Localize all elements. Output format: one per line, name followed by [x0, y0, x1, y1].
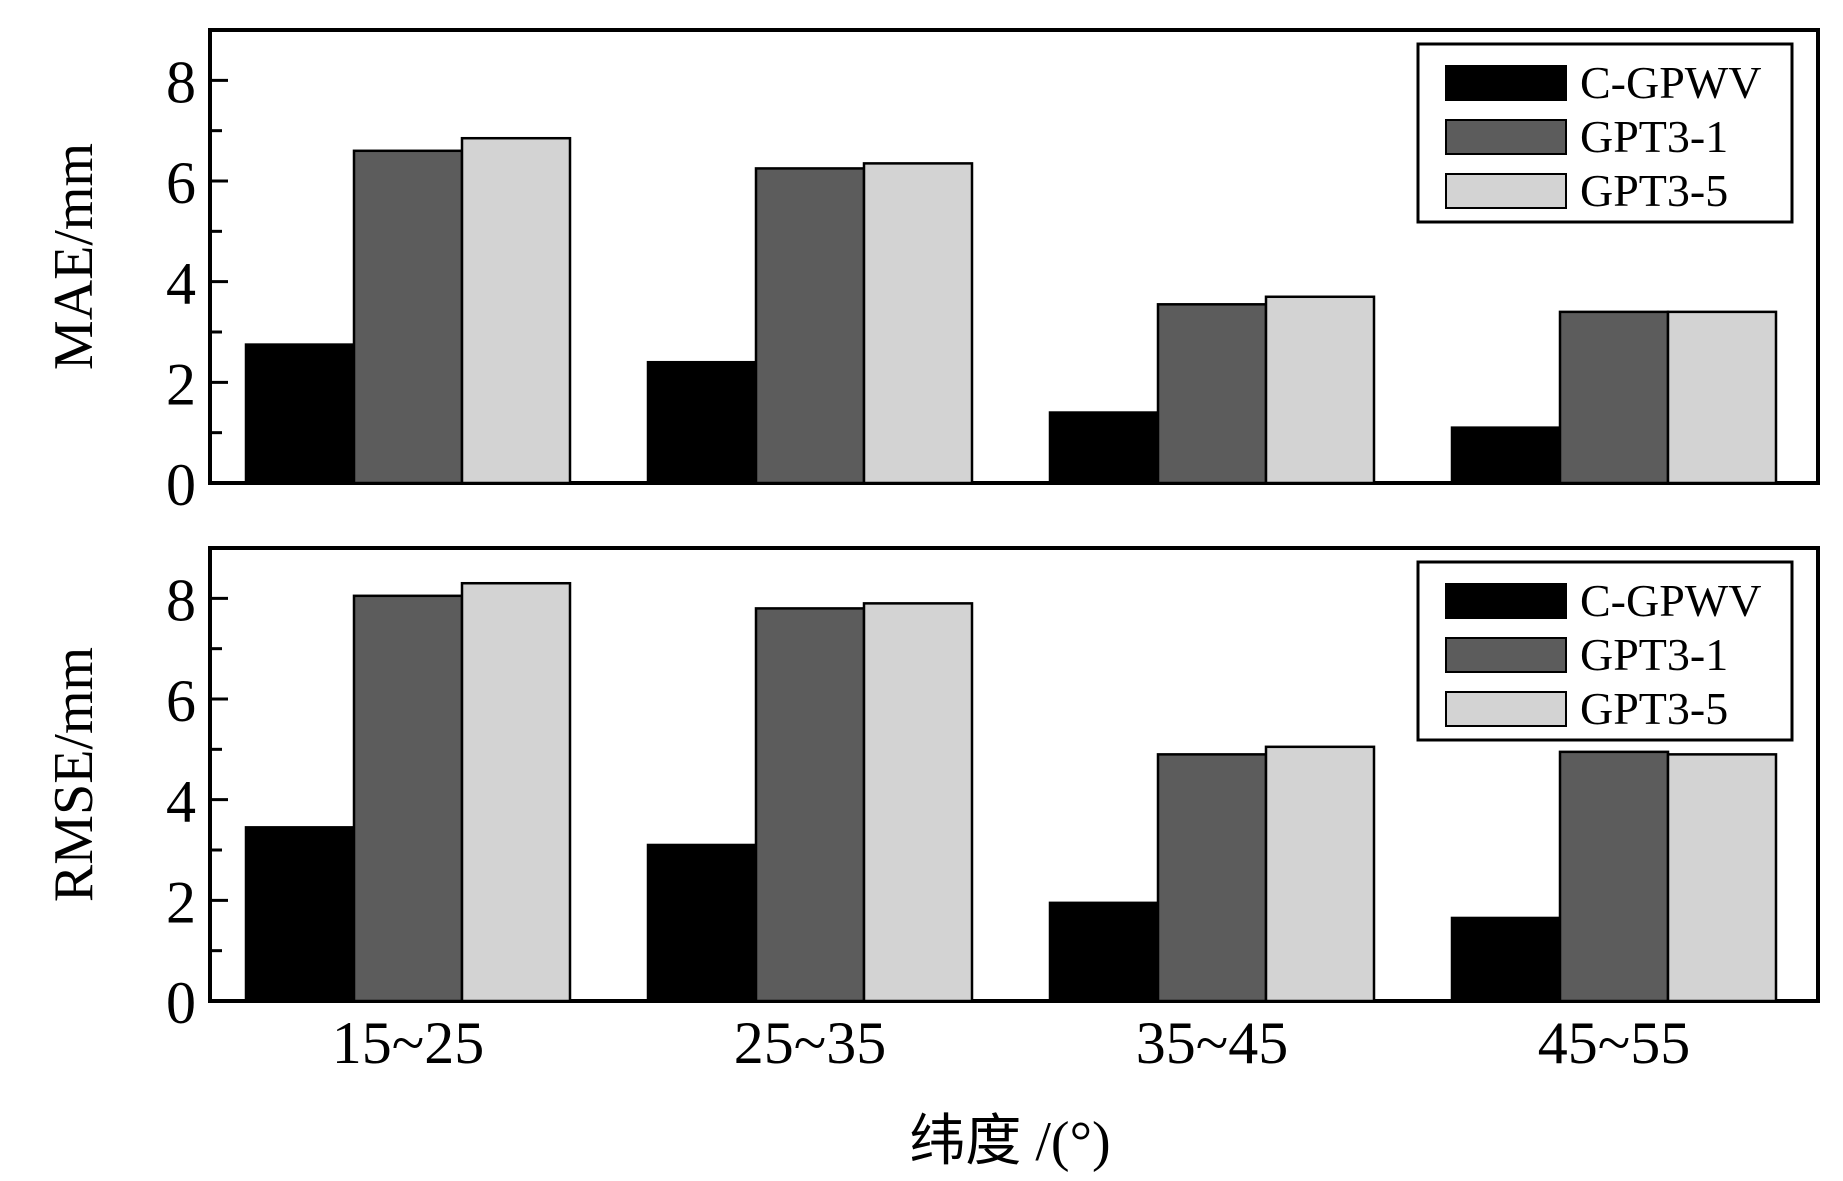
- legend-label: GPT3-1: [1580, 111, 1728, 162]
- y-tick-label: 4: [166, 251, 196, 317]
- bar: [754, 607, 866, 1003]
- legend-label: C-GPWV: [1580, 575, 1761, 626]
- bar: [244, 343, 356, 485]
- legend-swatch: [1445, 119, 1567, 155]
- x-tick-label: 45~55: [1538, 1010, 1690, 1076]
- y-tick-label: 2: [166, 869, 196, 935]
- y-tick-label: 6: [166, 668, 196, 734]
- y-axis-label: MAE/mm: [43, 143, 105, 370]
- y-tick-label: 0: [166, 970, 196, 1036]
- x-tick-label: 35~45: [1136, 1010, 1288, 1076]
- y-tick-label: 4: [166, 769, 196, 835]
- bar: [1666, 310, 1778, 485]
- bar: [1558, 310, 1670, 485]
- legend-swatch: [1445, 691, 1567, 727]
- bar: [646, 843, 758, 1003]
- legend-label: GPT3-1: [1580, 629, 1728, 680]
- bar: [1156, 303, 1268, 485]
- bar: [352, 594, 464, 1003]
- bar: [862, 162, 974, 485]
- bar: [1048, 901, 1160, 1003]
- bar: [1450, 916, 1562, 1003]
- bar: [1666, 753, 1778, 1003]
- legend-swatch: [1445, 637, 1567, 673]
- legend-swatch: [1445, 65, 1567, 101]
- y-tick-label: 6: [166, 150, 196, 216]
- bar: [460, 136, 572, 485]
- y-tick-label: 0: [166, 452, 196, 518]
- legend-label: C-GPWV: [1580, 57, 1761, 108]
- x-tick-label: 25~35: [734, 1010, 886, 1076]
- bar: [646, 360, 758, 485]
- bar: [460, 581, 572, 1003]
- y-axis-label: RMSE/mm: [43, 647, 105, 902]
- legend-swatch: [1445, 583, 1567, 619]
- legend-label: GPT3-5: [1580, 165, 1728, 216]
- y-tick-label: 8: [166, 567, 196, 633]
- bar: [1264, 745, 1376, 1003]
- y-tick-label: 8: [166, 49, 196, 115]
- plot-frame: [208, 28, 1820, 485]
- bar: [352, 149, 464, 485]
- legend-label: GPT3-5: [1580, 683, 1728, 734]
- bar: [1048, 411, 1160, 485]
- bar: [1156, 753, 1268, 1003]
- bar: [862, 602, 974, 1003]
- bar: [1450, 426, 1562, 485]
- legend-swatch: [1445, 173, 1567, 209]
- x-tick-label: 15~25: [332, 1010, 484, 1076]
- bar: [1264, 295, 1376, 485]
- y-tick-label: 2: [166, 351, 196, 417]
- bar: [244, 826, 356, 1003]
- x-axis-tick-labels: 15~25 25~35 35~45 45~55: [332, 1010, 1690, 1076]
- bar: [1558, 750, 1670, 1003]
- x-axis-label: 纬度 /(°): [909, 1111, 1110, 1173]
- plot-frame: [208, 546, 1820, 1003]
- bar: [754, 167, 866, 485]
